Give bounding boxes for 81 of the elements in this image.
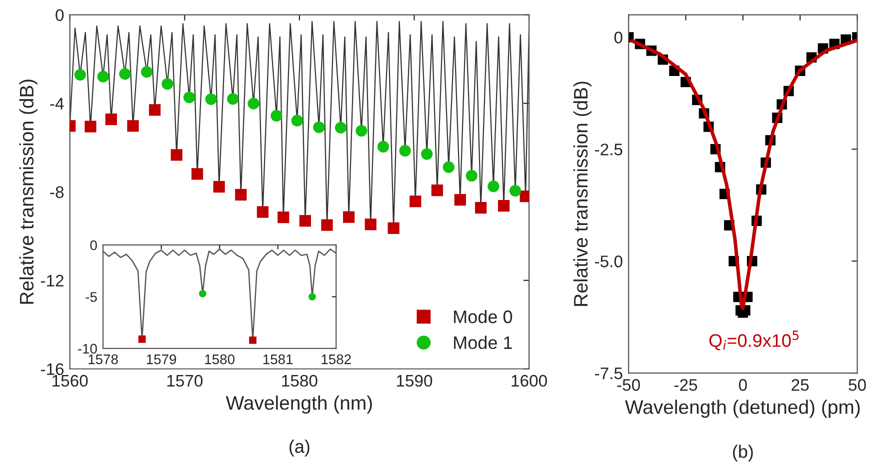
point <box>198 290 206 298</box>
point <box>475 202 487 214</box>
y-tick-label: -8 <box>50 186 64 198</box>
text: (a) <box>290 440 310 457</box>
x-tick-label: 1582 <box>322 354 351 364</box>
point <box>431 184 444 196</box>
point <box>356 124 368 137</box>
point <box>291 114 303 126</box>
point <box>488 180 500 192</box>
x-tick-label: 50 <box>848 379 866 391</box>
point <box>299 215 311 227</box>
point <box>334 122 347 134</box>
x-tick-label: 1580 <box>205 354 234 364</box>
x-tick-label: 1578 <box>88 354 118 364</box>
x-tick-label: 1580 <box>282 374 318 387</box>
text: (b) <box>733 444 753 462</box>
point <box>278 212 290 224</box>
point <box>249 336 256 344</box>
point <box>183 92 196 104</box>
legend-label: Mode 0 <box>454 310 512 324</box>
y-tick-label: -16 <box>40 363 64 376</box>
legend-label: Mode 1 <box>454 336 512 350</box>
y-tick-label: 0 <box>614 32 622 44</box>
x-tick-label: -25 <box>674 379 698 391</box>
point <box>213 180 225 193</box>
point <box>410 196 422 208</box>
point <box>105 113 117 126</box>
point <box>388 222 400 234</box>
y-tick-label: 0 <box>90 240 97 250</box>
y-tick-label: -2.5 <box>595 144 622 156</box>
point <box>191 168 204 180</box>
point <box>454 194 466 206</box>
x-axis-title: Wavelength (detuned) (pm) <box>625 400 860 418</box>
point <box>308 293 316 300</box>
x-tick-label: 1590 <box>396 374 432 387</box>
y-axis-title: Relative transmission (dB) <box>573 82 592 306</box>
point <box>509 184 522 197</box>
point <box>270 110 282 122</box>
point <box>84 120 96 132</box>
point <box>74 69 86 81</box>
x-tick-label: 1560 <box>52 374 88 387</box>
point <box>466 170 478 182</box>
point <box>313 121 325 134</box>
point <box>205 93 217 105</box>
x-tick-label: -50 <box>617 379 640 391</box>
point <box>97 70 109 82</box>
point <box>140 66 153 78</box>
point <box>364 218 376 230</box>
y-tick-label: -5 <box>86 292 97 302</box>
x-tick-label: 1579 <box>146 354 176 364</box>
point <box>162 78 174 90</box>
y-tick-label: -12 <box>40 274 64 286</box>
point <box>498 200 510 212</box>
point <box>421 148 433 160</box>
point <box>377 140 390 153</box>
y-tick-label: -10 <box>78 344 97 354</box>
x-tick-label: 0 <box>738 379 747 391</box>
point <box>442 161 454 173</box>
x-tick-label: 1600 <box>512 374 547 387</box>
y-tick-label: -7.5 <box>595 368 622 380</box>
x-axis-title: Wavelength (nm) <box>226 396 372 414</box>
point <box>148 104 161 116</box>
y-tick-label: -5.0 <box>595 256 622 268</box>
x-tick-label: 1570 <box>167 374 203 387</box>
point <box>235 188 247 201</box>
point <box>342 211 355 223</box>
y-tick-label: -4 <box>50 98 64 110</box>
point <box>138 335 146 343</box>
point <box>248 98 260 110</box>
point <box>119 68 131 80</box>
y-axis-title: Relative transmission (dB) <box>19 80 38 304</box>
y-tick-label: 0 <box>56 9 64 22</box>
point <box>227 93 239 105</box>
point <box>321 219 333 231</box>
point <box>399 144 411 157</box>
annotation: Q$_{i}$=0.9x10$^{5}$ <box>709 330 799 350</box>
point <box>170 149 182 161</box>
x-tick-label: 1581 <box>263 354 293 364</box>
x-tick-label: 25 <box>792 379 809 391</box>
point <box>256 206 269 218</box>
point <box>127 120 139 132</box>
